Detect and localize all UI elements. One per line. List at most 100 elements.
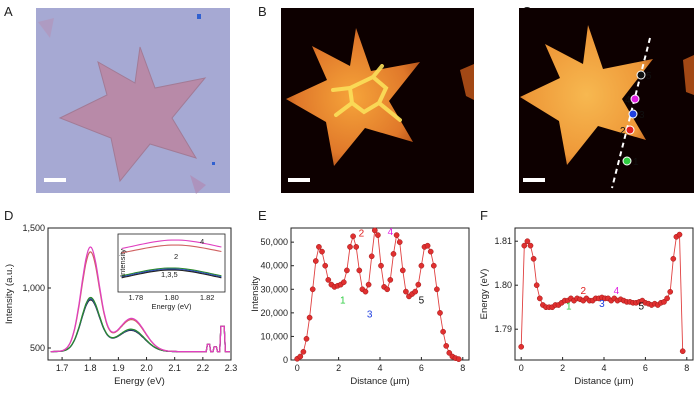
- chart-e-ylabel: Intensity: [250, 276, 261, 312]
- point-marker-1: [622, 156, 632, 166]
- chart-f-point: [676, 231, 683, 238]
- chart-e-annotation-2: 2: [359, 228, 365, 239]
- scale-bar-c: [523, 178, 545, 182]
- chart-d-ylabel: Intensity (a.u.): [4, 264, 15, 324]
- chart-d-xtick-label: 2.0: [140, 363, 153, 373]
- chart-d-inset-xtick-label: 1.80: [164, 293, 179, 302]
- chart-f-ytick-label: 1.81: [494, 236, 512, 246]
- point-label-2: 2: [620, 126, 626, 137]
- point-label-4: 4: [625, 95, 631, 106]
- chart-d-inset-xlabel: Energy (eV): [151, 302, 192, 311]
- chart-e-point: [362, 288, 369, 295]
- panel-label-d: D: [4, 208, 13, 223]
- chart-e-ytick-label: 10,000: [260, 331, 288, 341]
- point-marker-4: [630, 94, 640, 104]
- chart-d-ytick-label: 1,000: [22, 283, 45, 293]
- chart-f-xtick-label: 2: [560, 363, 565, 373]
- point-marker-2: [625, 125, 635, 135]
- chart-f-point: [536, 295, 543, 302]
- chart-e-annotation-3: 3: [367, 310, 373, 321]
- chart-d-frame: [47, 227, 232, 361]
- chart-f-ytick-label: 1.80: [494, 280, 512, 290]
- chart-f-point: [664, 295, 670, 302]
- chart-f-energy-profile: 0 2 4 6 8 1.79 1.80 1.81 Distance (μm) Energy (eV…: [479, 227, 694, 387]
- point-label-1: 1: [633, 157, 639, 168]
- chart-d-inset-series-3: [121, 268, 222, 278]
- chart-f-point: [530, 255, 537, 262]
- chart-d-ytick-label: 1,500: [22, 223, 45, 233]
- chart-f-xtick-label: 8: [684, 363, 689, 373]
- chart-e-point: [340, 279, 347, 286]
- chart-e-point: [322, 262, 329, 269]
- chart-f-point: [667, 288, 674, 295]
- chart-d-series-4: [50, 246, 230, 353]
- chart-d-inset-ylabel: Intensity: [118, 249, 127, 277]
- chart-e-point: [344, 267, 350, 274]
- chart-d-xtick-label: 2.2: [197, 363, 210, 373]
- panel-c-pl-map: 5 4 3 2 1: [519, 8, 694, 193]
- chart-d-inset-series-2: [121, 244, 222, 254]
- chart-e-point: [303, 335, 310, 342]
- chart-e-point: [319, 248, 325, 255]
- chart-e-ytick-label: 0: [283, 355, 288, 365]
- panel-label-e: E: [258, 208, 267, 223]
- chart-d-inset-label-2: 2: [174, 252, 178, 261]
- chart-f-annotation-3: 3: [599, 299, 605, 310]
- chart-f-point: [533, 282, 540, 289]
- chart-e-xtick-label: 4: [377, 363, 382, 373]
- chart-e-point: [399, 267, 406, 274]
- chart-d-xtick-label: 2.1: [168, 363, 181, 373]
- point-label-3: 3: [639, 110, 645, 121]
- chart-e-point: [434, 286, 440, 293]
- chart-e-point: [387, 277, 394, 283]
- chart-f-point: [670, 255, 677, 262]
- chart-e-intensity-profile: 0 2 4 6 8 0 10,000 20,000 30,000 40,000 50,000 Dist…: [250, 227, 470, 387]
- chart-d-inset-frame: [117, 233, 226, 293]
- chart-d-inset-label-135: 1,3,5: [161, 270, 178, 279]
- chart-e-point: [415, 281, 422, 288]
- chart-d-inset-series-4: [121, 239, 222, 250]
- chart-e-ytick-label: 40,000: [260, 261, 288, 271]
- chart-f-xtick-label: 6: [643, 363, 648, 373]
- chart-d-pl-spectra: 1.7 1.8 1.9 2.0 2.1 2.2 2.3 500 1,000 1,500 Energy…: [4, 223, 237, 387]
- chart-f-point: [679, 348, 686, 355]
- chart-e-xtick-label: 8: [460, 363, 465, 373]
- chart-f-xtick-label: 4: [601, 363, 606, 373]
- chart-e-point: [446, 350, 453, 356]
- chart-e-point: [430, 262, 437, 269]
- chart-e-point: [455, 356, 462, 362]
- chart-e-annotation-5: 5: [419, 295, 425, 306]
- chart-d-xtick-label: 1.7: [56, 363, 69, 373]
- chart-e-ytick-label: 30,000: [260, 284, 288, 294]
- chart-e-point: [350, 233, 356, 240]
- chart-f-ytick-label: 1.79: [494, 324, 512, 334]
- chart-e-xlabel: Distance (μm): [350, 376, 409, 387]
- chart-e-point: [440, 328, 446, 335]
- chart-e-point: [312, 258, 319, 264]
- chart-e-xtick-label: 2: [336, 363, 341, 373]
- chart-f-point: [527, 242, 534, 249]
- chart-f-point: [524, 238, 531, 245]
- chart-f-point: [518, 343, 525, 350]
- chart-e-point: [365, 281, 372, 288]
- chart-d-inset-label-4: 4: [200, 237, 204, 246]
- chart-e-point: [418, 262, 425, 269]
- chart-f-ylabel: Energy (eV): [479, 269, 490, 320]
- chart-e-point: [378, 262, 384, 269]
- scale-bar-a: [44, 178, 66, 182]
- chart-e-point: [309, 286, 316, 293]
- chart-d-xtick-label: 1.9: [112, 363, 125, 373]
- chart-e-point: [437, 310, 443, 316]
- chart-f-xtick-label: 0: [519, 363, 524, 373]
- chart-d-xlabel: Energy (eV): [114, 376, 165, 387]
- chart-e-point: [424, 242, 431, 249]
- chart-e-point: [427, 248, 434, 255]
- chart-e-point: [306, 314, 313, 321]
- chart-e-point: [371, 227, 378, 234]
- flake-star-c: [520, 25, 653, 165]
- point-marker-3: [628, 109, 638, 119]
- chart-e-point: [300, 348, 307, 355]
- chart-d-xtick-label: 2.3: [225, 363, 238, 373]
- chart-e-point: [403, 288, 409, 295]
